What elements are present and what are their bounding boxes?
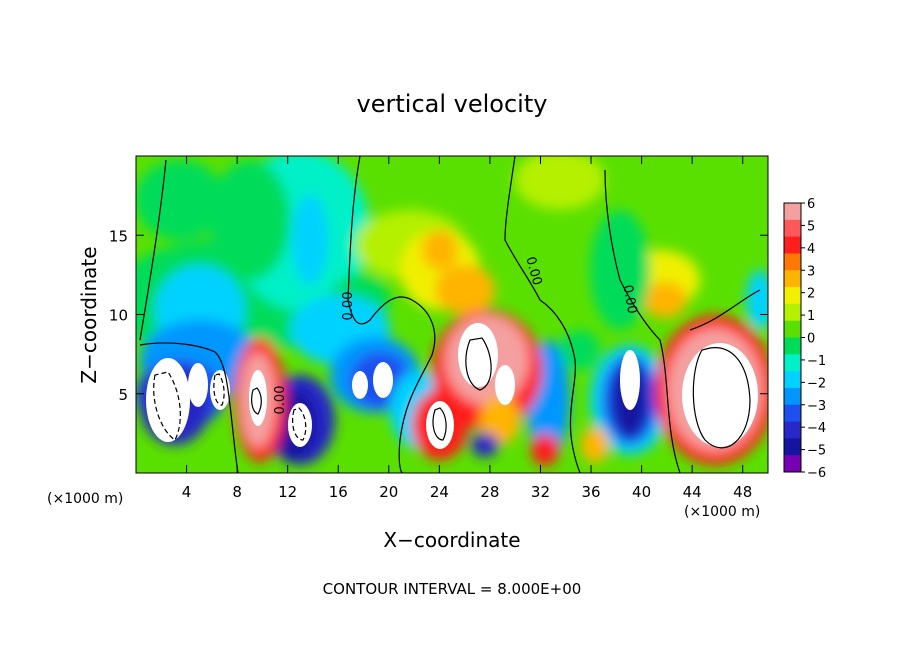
colorbar-tick-label: 5 [807, 219, 815, 234]
colorbar: 6 5 4 3 2 1 0 −1 −2 −3 −4 −5 −6 [783, 197, 826, 481]
x-tick-label: 4 [182, 483, 192, 501]
contour-label: 0.00 [620, 284, 640, 315]
colorbar-tick-label: −2 [807, 376, 826, 391]
colorbar-swatch [784, 421, 801, 439]
colorbar-swatch [784, 219, 801, 238]
colorbar-swatch [784, 404, 801, 423]
colorbar-tick-label: −4 [807, 421, 826, 436]
colorbar-tick-label: 2 [807, 287, 815, 302]
x-tick-label: 12 [278, 483, 297, 501]
contour-interval-note: CONTOUR INTERVAL = 8.000E+00 [323, 580, 582, 598]
contour-label: 0.00 [273, 386, 288, 415]
colorbar-swatch [784, 438, 801, 456]
colorbar-tick-label: 0 [807, 332, 815, 347]
colorbar-swatch [784, 354, 801, 372]
colorbar-swatch [784, 236, 801, 254]
x-tick-label: 20 [379, 483, 398, 501]
contour-label: 0.00 [341, 292, 356, 321]
x-tick-label: 40 [632, 483, 651, 501]
y-tick-label: 15 [109, 227, 128, 245]
colorbar-swatch [784, 455, 801, 473]
colorbar-tick-label: 4 [807, 242, 815, 257]
colorbar-swatch [784, 253, 801, 271]
x-tick-label: 48 [733, 483, 752, 501]
colorbar-tick-label: −6 [807, 466, 826, 481]
x-unit-right: (×1000 m) [684, 504, 760, 520]
colorbar-tick-label: −1 [807, 354, 826, 369]
x-tick-label: 44 [683, 483, 702, 501]
colorbar-tick-label: 1 [807, 309, 815, 324]
colorbar-swatch [784, 303, 801, 322]
colorbar-swatch [784, 371, 801, 389]
velocity-field [136, 156, 768, 473]
colorbar-tick-label: 3 [807, 264, 815, 279]
x-tick-label: 32 [531, 483, 550, 501]
colorbar-swatch [784, 387, 801, 406]
colorbar-swatch [784, 270, 801, 288]
y-axis-label: Z−coordinate [77, 246, 101, 383]
contour-label: 0.00 [522, 255, 544, 287]
colorbar-tick-label: −3 [807, 399, 826, 414]
x-tick-label: 16 [329, 483, 348, 501]
colorbar-tick-label: −5 [807, 444, 826, 459]
colorbar-swatch [784, 203, 801, 221]
chart-title: vertical velocity [357, 90, 548, 118]
colorbar-swatch [784, 337, 801, 355]
y-tick-label: 10 [109, 307, 128, 325]
x-unit-left: (×1000 m) [47, 491, 123, 507]
colorbar-tick-label: 6 [807, 197, 815, 212]
colorbar-swatch [784, 287, 801, 305]
x-tick-label: 24 [430, 483, 449, 501]
y-tick-label: 5 [118, 386, 128, 404]
colorbar-swatch [784, 320, 801, 338]
x-tick-label: 36 [581, 483, 600, 501]
x-tick-label: 28 [480, 483, 499, 501]
x-axis-label: X−coordinate [383, 528, 520, 552]
x-tick-label: 8 [232, 483, 242, 501]
